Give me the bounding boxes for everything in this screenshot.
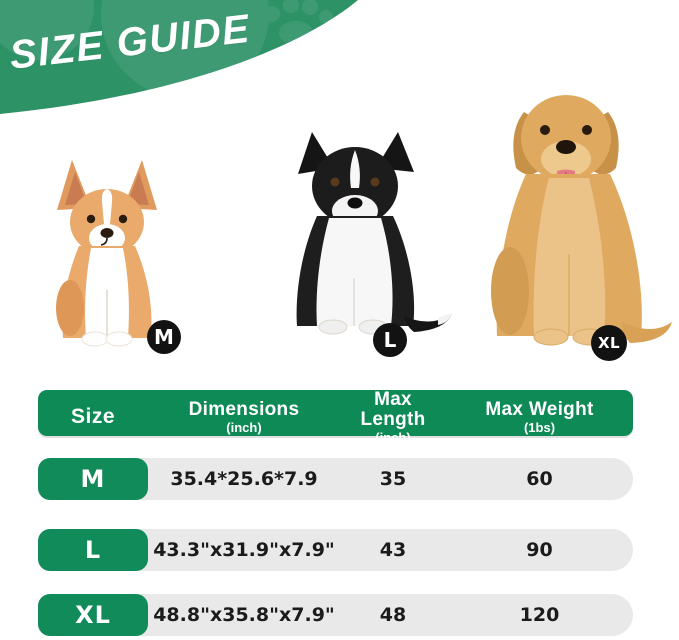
golden-retriever-dog-photo	[491, 95, 672, 346]
column-header-size: Size	[70, 405, 116, 429]
column-header-label: Max Length	[360, 389, 426, 430]
size-cell: M	[38, 458, 148, 500]
max-weight-cell: 90	[526, 539, 553, 561]
column-header-unit: (inch)	[226, 419, 262, 435]
max-weight-cell: 120	[519, 604, 560, 626]
column-header-max-weight: Max Weight (1bs)	[446, 400, 633, 435]
table-row-xl: XL 48.8"x35.8"x7.9" 48 120	[38, 594, 633, 636]
size-badge-l: L	[373, 323, 407, 357]
dimensions-cell: 43.3"x31.9"x7.9"	[153, 539, 335, 561]
size-badge-m: M	[147, 320, 181, 354]
table-row-m: M 35.4*25.6*7.9 35 60	[38, 458, 633, 500]
max-length-cell: 35	[379, 468, 407, 490]
border-collie-dog-photo	[296, 132, 452, 335]
size-table: Size Dimensions (inch) Max Length (inch)…	[38, 390, 633, 636]
max-length-cell: 43	[379, 539, 407, 561]
dimensions-cell: 35.4*25.6*7.9	[170, 468, 318, 490]
max-length-cell: 48	[379, 604, 407, 626]
table-row-l: L 43.3"x31.9"x7.9" 43 90	[38, 529, 633, 571]
size-badge-xl: XL	[591, 325, 627, 361]
column-header-unit: (inch)	[375, 429, 411, 445]
column-header-dimensions: Dimensions (inch)	[148, 400, 340, 435]
max-weight-cell: 60	[526, 468, 553, 490]
header-banner	[0, 0, 358, 114]
column-header-max-length: Max Length (inch)	[340, 390, 446, 445]
dimensions-cell: 48.8"x35.8"x7.9"	[153, 604, 335, 626]
size-cell: XL	[38, 594, 148, 636]
corgi-dog-photo	[56, 160, 157, 347]
table-header-row: Size Dimensions (inch) Max Length (inch)…	[38, 390, 633, 444]
column-header-unit: (1bs)	[523, 419, 556, 435]
column-header-label: Dimensions	[188, 398, 300, 420]
size-cell: L	[38, 529, 148, 571]
column-header-label: Max Weight	[485, 398, 594, 420]
